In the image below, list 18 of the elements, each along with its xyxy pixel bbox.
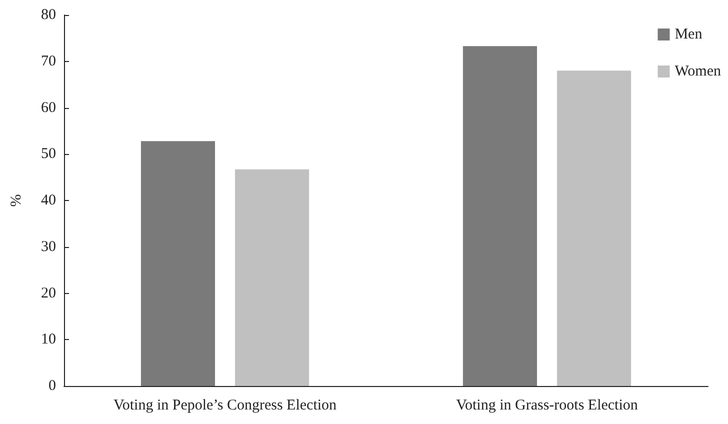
y-tick-label: 50 (41, 146, 56, 162)
bar (557, 70, 632, 386)
bar (462, 46, 537, 386)
y-tick-label: 80 (41, 7, 56, 23)
y-tick-label: 0 (48, 378, 56, 394)
y-tick-label: 70 (41, 53, 56, 70)
bar (140, 141, 215, 386)
y-axis-title: % (8, 194, 24, 207)
legend-label: Women (674, 64, 722, 80)
y-tick-label: 40 (41, 192, 56, 208)
y-tick-label: 20 (41, 285, 56, 302)
bar (235, 169, 310, 386)
x-tick-label: Voting in Pepole’s Congress Election (113, 398, 338, 414)
y-tick-label: 60 (41, 100, 56, 116)
y-tick-label: 10 (41, 332, 56, 348)
x-tick-label: Voting in Grass-roots Election (456, 398, 638, 414)
legend-label: Men (674, 26, 703, 42)
y-tick-label: 30 (41, 238, 56, 255)
